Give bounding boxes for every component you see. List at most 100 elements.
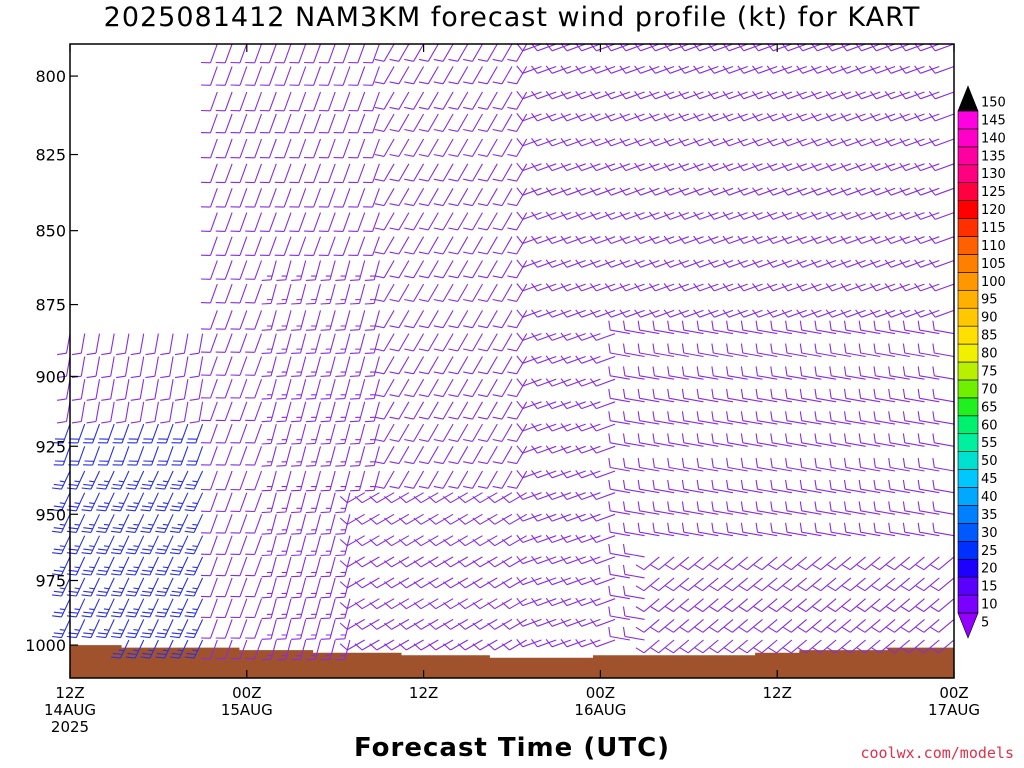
wind-barb	[374, 66, 395, 85]
wind-barb	[796, 187, 822, 196]
wind-barb	[492, 260, 513, 279]
wind-barb	[884, 113, 910, 122]
wind-barb	[320, 598, 336, 620]
wind-barb	[886, 577, 911, 592]
wind-barb	[560, 470, 586, 479]
wind-barb	[200, 598, 218, 619]
wind-barb	[215, 556, 233, 577]
wind-barb	[320, 577, 336, 599]
wind-barb	[374, 236, 395, 255]
wind-barb	[663, 283, 689, 292]
wind-barb	[531, 355, 557, 364]
wind-barb	[215, 514, 233, 534]
wind-barb	[899, 113, 925, 122]
colorbar-label: 55	[981, 436, 998, 451]
wind-barb	[501, 639, 527, 651]
wind-barb	[404, 188, 425, 207]
wind-barb	[726, 479, 748, 494]
wind-barb	[917, 458, 940, 472]
wind-barb	[622, 585, 645, 600]
wind-barb	[305, 535, 322, 557]
wind-barb	[261, 283, 277, 305]
wind-barb	[796, 91, 822, 100]
wind-barb	[678, 309, 704, 318]
wind-barb	[52, 492, 71, 512]
wind-barb	[404, 138, 425, 157]
wind-barb	[619, 235, 645, 245]
wind-barb	[622, 522, 645, 537]
wind-barb	[589, 378, 616, 387]
wind-barb	[841, 556, 866, 571]
credit-link[interactable]: coolwx.com/models	[860, 744, 1014, 762]
wind-barb	[516, 597, 542, 607]
wind-barb	[886, 618, 911, 633]
wind-barb	[781, 162, 807, 172]
wind-barb	[200, 401, 218, 422]
wind-barb	[291, 577, 307, 599]
wind-barb	[560, 597, 586, 607]
wind-barb	[545, 639, 572, 648]
wind-barb	[840, 113, 866, 122]
wind-barb	[155, 514, 174, 533]
wind-barb	[492, 356, 513, 375]
wind-barb	[261, 446, 277, 467]
wind-barb	[888, 479, 910, 494]
wind-barb	[560, 259, 586, 268]
wind-barb	[608, 585, 630, 600]
speed-colorbar: 5 10 15 20 25 30 35 40 45 50 55 60 65 70 75 80 85 90 95 100…	[957, 85, 1006, 639]
colorbar-label: 95	[981, 293, 998, 308]
wind-barb	[545, 423, 572, 432]
wind-barb	[768, 556, 793, 571]
colorbar-label: 135	[981, 149, 1006, 164]
wind-barb	[589, 211, 616, 220]
wind-barb	[274, 163, 292, 184]
wind-barb	[433, 260, 454, 279]
wind-barb	[349, 356, 366, 377]
wind-barb	[200, 113, 218, 134]
wind-barb	[796, 235, 822, 245]
wind-barb	[799, 343, 822, 358]
wind-barb	[678, 162, 704, 172]
wind-barb	[304, 163, 322, 184]
wind-barb	[52, 514, 71, 533]
wind-barb	[884, 309, 910, 318]
wind-barb	[827, 577, 852, 592]
wind-barb	[770, 522, 792, 537]
wind-barb	[200, 492, 218, 513]
wind-barb	[722, 113, 748, 122]
wind-barb	[648, 259, 675, 268]
wind-barb	[899, 91, 925, 100]
wind-barb	[899, 235, 925, 245]
wind-barb	[796, 309, 822, 318]
wind-barb	[928, 283, 955, 292]
x-tick-label: 12Z	[409, 684, 438, 702]
wind-barb	[448, 236, 469, 255]
wind-barb	[501, 556, 527, 568]
wind-barb	[230, 379, 248, 399]
wind-barb	[545, 162, 572, 172]
wind-barb	[781, 211, 807, 220]
wind-barb	[463, 260, 483, 279]
wind-barb	[560, 378, 586, 387]
wind-barb	[501, 577, 527, 589]
wind-barb	[693, 138, 719, 147]
wind-barb	[245, 401, 263, 422]
wind-barb	[665, 618, 690, 633]
wind-barb	[560, 65, 586, 74]
wind-barb	[814, 388, 837, 403]
wind-barb	[127, 446, 145, 466]
wind-barb	[650, 639, 675, 654]
colorbar-segment	[957, 469, 979, 488]
wind-barb	[140, 470, 159, 490]
wind-barb	[276, 577, 292, 599]
wind-barb	[752, 65, 778, 74]
wind-barb	[142, 446, 159, 466]
wind-barb	[869, 187, 896, 196]
wind-barb	[230, 470, 248, 491]
wind-barb	[169, 535, 189, 555]
wind-barb	[869, 162, 896, 172]
wind-barb	[560, 423, 586, 432]
wind-barb	[305, 401, 322, 423]
wind-barb	[418, 446, 439, 465]
colorbar-segment	[957, 218, 979, 237]
